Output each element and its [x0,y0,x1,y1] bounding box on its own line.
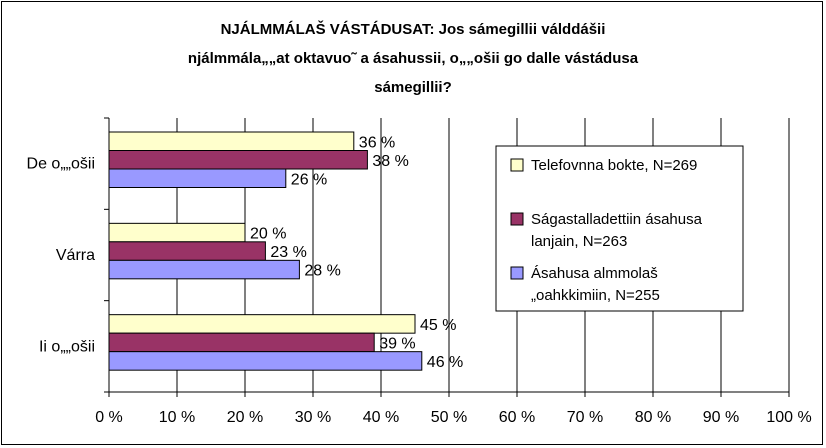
bar [108,222,246,243]
category-label: De o„„ošii [27,156,95,173]
bar [108,332,375,353]
data-label: 20 % [250,226,286,243]
legend-label: Ásahusa almmolaš [531,265,658,282]
x-tick-label: 10 % [159,409,195,426]
x-tick-label: 80 % [635,409,671,426]
legend-swatch [510,266,524,280]
bar [108,241,266,261]
data-label: 38 % [372,153,408,170]
category-label: Várra [56,247,95,264]
legend-label: Ságastalladettiin ásahusa [531,211,703,228]
legend-label: Telefovnna bokte, N=269 [531,157,697,174]
bar [108,259,300,280]
data-label: 36 % [359,134,395,151]
x-tick-label: 70 % [567,409,603,426]
legend-box [495,145,744,312]
x-tick-label: 50 % [431,409,467,426]
x-tick-label: 30 % [295,409,331,426]
bar [108,150,368,170]
bar [108,131,355,151]
bar [108,351,423,371]
data-label: 39 % [379,335,415,352]
legend-swatch [510,158,524,172]
x-tick-label: 90 % [703,409,739,426]
data-label: 46 % [427,354,463,371]
data-label: 28 % [304,263,340,280]
legend-label: „oahkkimiin, N=255 [531,287,660,304]
bar [108,314,416,334]
legend-label: lanjain, N=263 [531,233,627,250]
chart-title-line: sámegillii? [374,79,452,96]
x-tick-label: 20 % [227,409,263,426]
bar [108,168,287,188]
x-tick-label: 100 % [766,409,811,426]
data-label: 26 % [291,171,327,188]
x-tick-label: 0 % [95,409,123,426]
legend-swatch [510,212,524,226]
chart-title-line: NJÁLMMÁLAŠ VÁSTÁDUSAT: Jos sámegillii vá… [221,20,606,38]
data-label: 45 % [420,317,456,334]
x-tick-label: 40 % [363,409,399,426]
category-label: Ii o„„ošii [39,338,95,355]
chart-title-line: njálmmála„„at oktavuo˜ a ásahussii, o„„o… [188,50,639,67]
x-tick-label: 60 % [499,409,535,426]
data-label: 23 % [270,244,306,261]
